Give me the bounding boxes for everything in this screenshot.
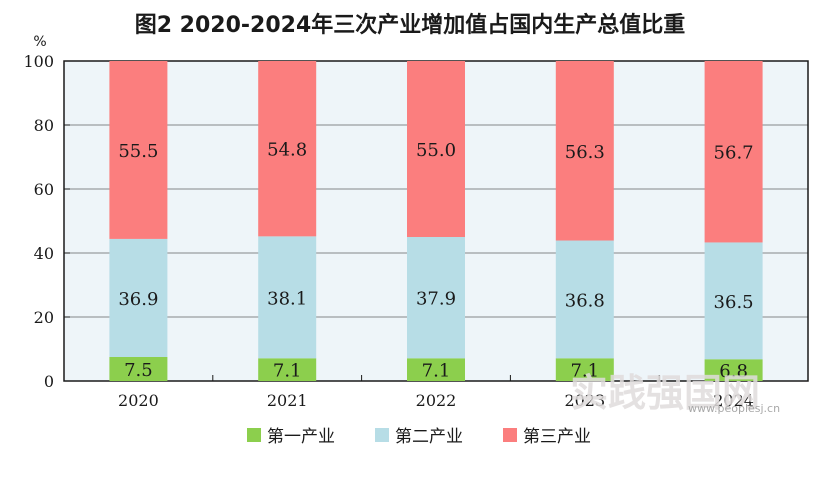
- bar-segment: [258, 61, 317, 237]
- data-label: 54.8: [267, 140, 307, 161]
- watermark: 实践强国网 www.peoplesj.cn: [570, 371, 780, 415]
- legend-swatch: [375, 428, 389, 442]
- legend-label: 第一产业: [267, 427, 335, 447]
- data-label: 37.9: [416, 289, 456, 310]
- legend-label: 第二产业: [395, 427, 463, 447]
- data-label: 7.5: [124, 360, 153, 381]
- y-tick-label: 80: [34, 116, 54, 135]
- bar-segment: [258, 236, 317, 359]
- data-label: 7.1: [570, 361, 599, 382]
- bar-segment: [555, 358, 614, 381]
- y-tick-label: 60: [34, 180, 54, 199]
- legend: 第一产业 第二产业 第三产业: [247, 427, 591, 447]
- watermark-logo: 实践强国网: [570, 371, 760, 415]
- data-label: 6.8: [719, 361, 748, 382]
- x-tick-label: 2020: [118, 391, 159, 410]
- bar-segment: [407, 358, 465, 381]
- data-label: 36.9: [118, 289, 158, 310]
- y-tick-label: 20: [34, 308, 54, 327]
- legend-swatch: [247, 428, 261, 442]
- bars: 7.5 36.9 55.5 7.1 38.1 54.8 7.1 37.9 55.0 7.1 36.8…: [109, 61, 763, 382]
- bar-segment: [258, 358, 317, 381]
- data-label: 7.1: [273, 361, 302, 382]
- data-label: 36.8: [565, 290, 605, 311]
- y-tick-label: 40: [34, 244, 54, 263]
- data-label: 56.3: [565, 142, 605, 163]
- chart-title: 图2 2020-2024年三次产业增加值占国内生产总值比重: [135, 12, 686, 38]
- bar-segment: [109, 238, 168, 357]
- data-label: 7.1: [422, 361, 451, 382]
- bar-segment: [109, 357, 168, 381]
- data-label: 38.1: [267, 288, 307, 309]
- data-label: 36.5: [714, 292, 754, 313]
- bar-segment: [555, 240, 614, 359]
- axes: 0 20 40 60 80 100 2020 2021 2022 2023 2024: [23, 52, 754, 410]
- legend-swatch: [503, 428, 517, 442]
- data-label: 56.7: [714, 143, 754, 164]
- bar-segment: [555, 61, 614, 241]
- y-axis-unit: %: [33, 34, 46, 50]
- x-tick-label: 2023: [564, 391, 605, 410]
- bar-segment: [407, 61, 465, 237]
- data-label: 55.0: [416, 140, 456, 161]
- bar-segment: [704, 359, 763, 381]
- bar-segment: [704, 61, 763, 243]
- bar-segment: [109, 61, 168, 239]
- x-tick-label: 2022: [416, 391, 457, 410]
- bar-segment: [407, 237, 465, 359]
- x-tick-label: 2021: [267, 391, 308, 410]
- legend-label: 第三产业: [523, 427, 591, 447]
- watermark-url: www.peoplesj.cn: [688, 402, 780, 415]
- y-tick-label: 0: [44, 372, 54, 391]
- y-tick-label: 100: [23, 52, 54, 71]
- bar-segment: [704, 242, 763, 360]
- data-label: 55.5: [118, 141, 158, 162]
- x-tick-label: 2024: [713, 391, 754, 410]
